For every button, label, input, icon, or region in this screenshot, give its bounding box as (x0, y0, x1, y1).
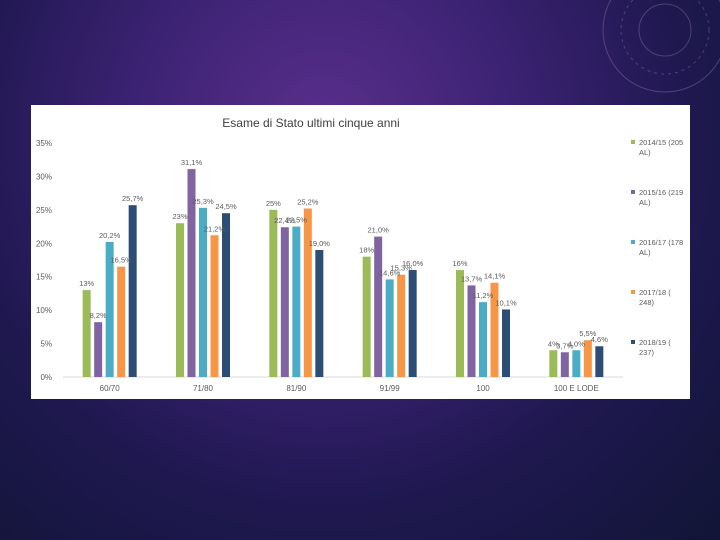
legend-label: 2016/17 (178 AL) (639, 238, 683, 257)
bar (374, 236, 383, 377)
y-tick-label: 25% (36, 206, 52, 215)
bar (292, 226, 301, 377)
legend-swatch (631, 190, 635, 194)
legend-swatch (631, 140, 635, 144)
bar (397, 274, 406, 377)
bar (490, 282, 499, 377)
data-label: 14,1% (484, 272, 506, 281)
data-label: 13,7% (461, 274, 483, 283)
bar (269, 209, 278, 377)
data-label: 19,0% (309, 239, 331, 248)
data-label: 20,2% (99, 231, 121, 240)
legend-swatch (631, 290, 635, 294)
bar (210, 235, 219, 377)
bar-chart: Esame di Stato ultimi cinque anni 0% 5% 10… (36, 116, 683, 393)
bar (572, 350, 581, 377)
data-label: 25% (266, 199, 281, 208)
y-tick-label: 20% (36, 239, 52, 248)
bar (176, 223, 184, 377)
bar (583, 340, 592, 377)
bar (315, 249, 324, 377)
bar (362, 256, 371, 377)
bar (502, 309, 510, 377)
data-label: 16,5% (111, 256, 133, 265)
data-label: 25,2% (297, 198, 319, 207)
legend-label: 2017/18 (248) (639, 288, 671, 307)
data-label: 5,5% (579, 329, 596, 338)
bar (187, 169, 196, 377)
legend-label: 2014/15 (205 AL) (639, 138, 683, 157)
data-label: 4,0% (568, 339, 585, 348)
data-label: 11,2% (473, 291, 494, 300)
bar (595, 346, 604, 377)
bar (303, 208, 312, 377)
data-label: 24,5% (215, 202, 237, 211)
bar (94, 322, 103, 377)
bar (479, 302, 487, 377)
data-labels: 13% 8,2% 20,2% 16,5% 25,7% 23% 31,1% 25,3% 21,2%… (79, 158, 608, 350)
data-label: 22,5% (286, 216, 308, 225)
bar (385, 279, 394, 377)
bar (280, 227, 289, 377)
legend: 2014/15 (205 AL) 2015/16 (219 AL) 2016/17 (1… (631, 138, 683, 357)
chart-title: Esame di Stato ultimi cinque anni (222, 116, 399, 130)
bar (199, 207, 207, 377)
bar (467, 285, 476, 377)
data-label: 14,6% (379, 268, 401, 277)
x-axis: 60/70 71/80 81/90 91/99 100 100 E LODE (63, 376, 623, 393)
bar (117, 266, 126, 377)
bar (105, 241, 114, 377)
bar (456, 270, 464, 377)
data-label: 22,4% (274, 216, 296, 225)
data-label: 25,7% (122, 194, 144, 203)
data-label: 16,0% (402, 259, 424, 268)
x-tick-label: 100 (476, 384, 490, 393)
y-tick-label: 10% (36, 306, 52, 315)
bar (128, 205, 137, 377)
bar (560, 352, 569, 377)
data-label: 25,3% (192, 197, 214, 206)
data-label: 10,1% (495, 298, 517, 307)
y-tick-label: 15% (36, 273, 52, 282)
bar (222, 213, 230, 377)
legend-label: 2018/19 (237) (639, 338, 671, 357)
data-label: 21,2% (204, 224, 226, 233)
x-tick-label: 100 E LODE (554, 384, 599, 393)
data-label: 18% (359, 246, 374, 255)
data-label: 21,0% (368, 226, 390, 235)
x-tick-label: 91/99 (380, 384, 401, 393)
data-label: 3,7% (556, 341, 573, 350)
bar (549, 350, 558, 377)
background-decoration (602, 0, 720, 93)
legend-swatch (631, 340, 635, 344)
y-axis: 0% 5% 10% 15% 20% 25% 30% 35% (36, 139, 52, 382)
data-label: 8,2% (90, 311, 107, 320)
x-tick-label: 60/70 (100, 384, 121, 393)
data-label: 31,1% (181, 158, 203, 167)
legend-label: 2015/16 (219 AL) (639, 188, 683, 207)
data-label: 4,6% (591, 335, 608, 344)
legend-swatch (631, 240, 635, 244)
bar (408, 270, 417, 377)
x-tick-label: 81/90 (286, 384, 307, 393)
chart-panel: Esame di Stato ultimi cinque anni 0% 5% 10… (31, 105, 690, 399)
data-label: 4% (548, 339, 559, 348)
y-tick-label: 30% (36, 172, 52, 181)
bars (82, 169, 604, 377)
y-tick-label: 0% (40, 373, 52, 382)
y-tick-label: 35% (36, 139, 52, 148)
data-label: 23% (172, 212, 187, 221)
data-label: 15,3% (391, 264, 413, 273)
data-label: 16% (452, 259, 467, 268)
bar (82, 290, 91, 377)
data-label: 13% (79, 279, 94, 288)
x-tick-label: 71/80 (193, 384, 214, 393)
y-tick-label: 5% (40, 340, 52, 349)
